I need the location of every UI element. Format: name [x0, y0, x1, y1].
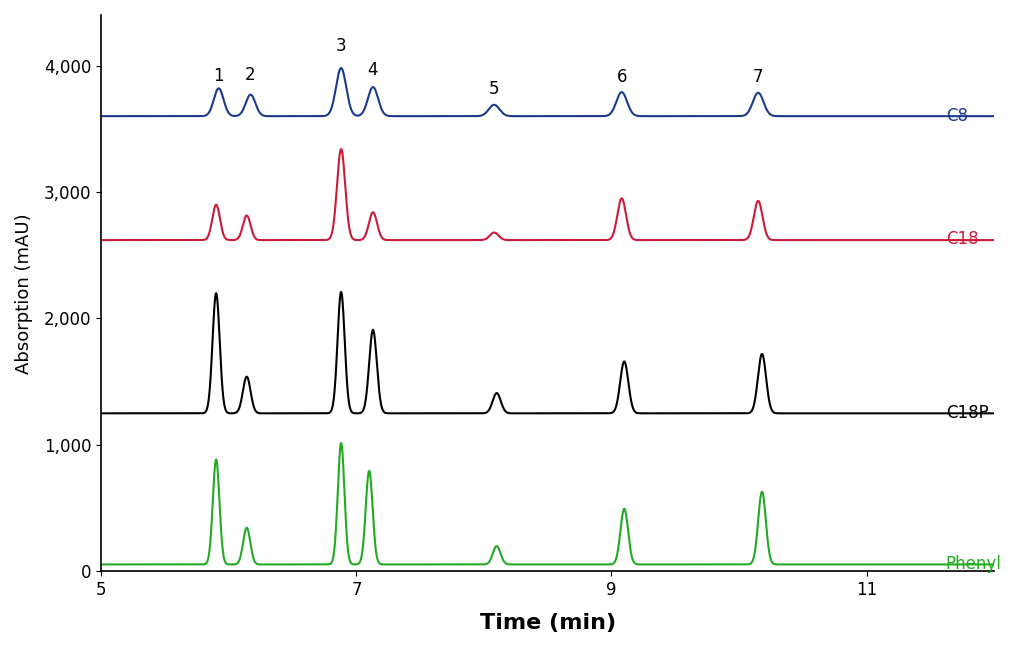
Text: 2: 2 — [245, 66, 256, 84]
Text: 7: 7 — [753, 69, 763, 86]
Y-axis label: Absorption (mAU): Absorption (mAU) — [15, 213, 33, 373]
Text: Phenyl: Phenyl — [945, 555, 1002, 573]
X-axis label: Time (min): Time (min) — [479, 613, 616, 633]
Text: C18: C18 — [945, 231, 978, 248]
Text: 5: 5 — [489, 80, 500, 98]
Text: 1: 1 — [214, 67, 224, 85]
Text: C8: C8 — [945, 106, 968, 124]
Text: 4: 4 — [368, 61, 378, 79]
Text: C18P: C18P — [945, 404, 988, 422]
Text: 3: 3 — [336, 38, 346, 56]
Text: 6: 6 — [616, 69, 626, 86]
